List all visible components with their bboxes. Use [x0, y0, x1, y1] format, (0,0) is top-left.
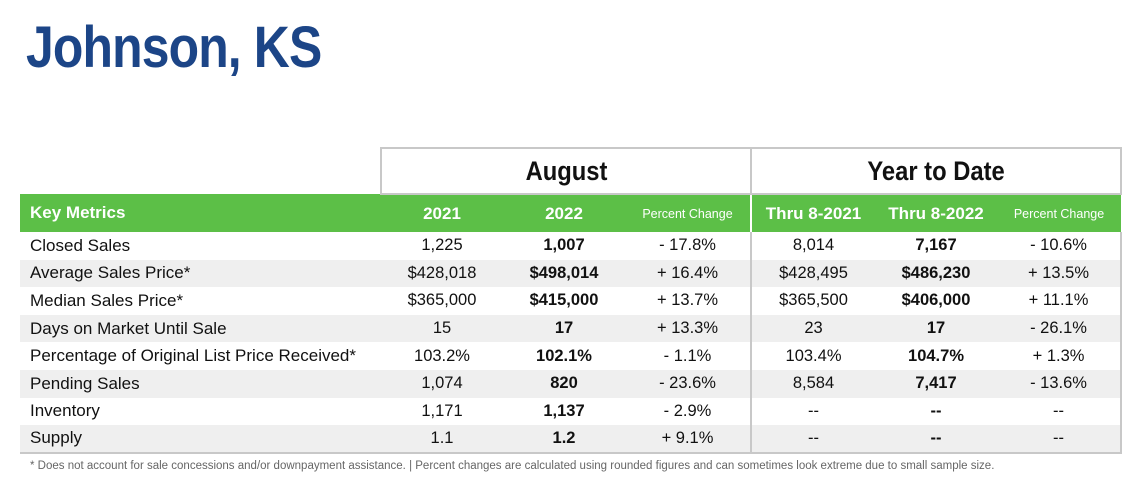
aug-pct-value: + 13.7%	[657, 291, 719, 310]
aug-curr-header: 2022	[545, 203, 583, 223]
ytd-group-label: Year to Date	[867, 155, 1005, 186]
ytd-prev-value: $365,500	[750, 287, 876, 315]
ytd-curr-header: Thru 8-2022	[888, 203, 984, 223]
aug-prev-value: 103.2%	[414, 346, 470, 365]
ytd-curr-value: --	[930, 401, 942, 420]
aug-pct-value: - 1.1%	[663, 346, 712, 365]
august-group-label: August	[525, 155, 607, 186]
table-row: Supply 1.1 1.2 + 9.1% -- -- --	[20, 425, 1123, 454]
metric-label: Days on Market Until Sale	[30, 318, 227, 338]
aug-curr-value: 1,137	[543, 401, 585, 420]
aug-prev-value: 1,171	[421, 401, 463, 420]
aug-pct-value: - 17.8%	[659, 236, 716, 255]
ytd-prev-value: 23	[750, 314, 876, 343]
ytd-pct-value: --	[997, 425, 1123, 454]
ytd-prev-value: --	[750, 397, 876, 426]
aug-pct-value: + 9.1%	[625, 425, 752, 454]
ytd-pct-value: - 13.6%	[997, 369, 1123, 398]
ytd-prev-header: Thru 8-2021	[750, 194, 876, 232]
table-row: Percentage of Original List Price Receiv…	[20, 342, 1123, 370]
ytd-curr-value: $486,230	[901, 263, 971, 282]
ytd-group-header: Year to Date	[751, 147, 1123, 195]
ytd-prev-value: --	[750, 425, 876, 454]
ytd-prev-value: 103.4%	[750, 342, 876, 370]
aug-curr-value: 1.2	[503, 425, 625, 454]
aug-prev-value: $428,018	[407, 263, 477, 282]
aug-prev-value: 1,225	[421, 236, 463, 255]
aug-curr-value: $498,014	[529, 263, 599, 282]
aug-curr-value: 820	[550, 374, 578, 393]
page-title: Johnson, KS	[26, 15, 322, 80]
table-row: Pending Sales 1,074 820 - 23.6% 8,584 7,417 - …	[20, 369, 1123, 398]
ytd-pct-value: - 10.6%	[997, 232, 1123, 260]
aug-pct-value: - 2.9%	[663, 401, 712, 420]
table-row: Median Sales Price* $365,000 $415,000 + 13.…	[20, 287, 1123, 315]
aug-prev-value: 15	[432, 319, 452, 338]
ytd-pct-header: Percent Change	[1013, 206, 1105, 221]
table-row: Closed Sales 1,225 1,007 - 17.8% 8,014 7,167 -…	[20, 232, 1123, 260]
ytd-pct-value: + 13.5%	[997, 259, 1123, 288]
aug-prev-value: 1,074	[421, 374, 463, 393]
aug-curr-value: $415,000	[529, 291, 599, 310]
ytd-prev-value: 8,584	[750, 369, 876, 398]
metric-label: Inventory	[30, 401, 100, 421]
ytd-curr-value: 7,167	[915, 236, 957, 255]
table-row: Average Sales Price* $428,018 $498,014 + 16…	[20, 259, 1123, 288]
ytd-pct-value: + 1.3%	[997, 342, 1123, 370]
metric-label: Average Sales Price*	[30, 263, 191, 283]
footnote: * Does not account for sale concessions …	[30, 460, 995, 472]
metric-label: Closed Sales	[30, 235, 131, 255]
ytd-curr-value: 17	[926, 319, 946, 338]
aug-prev-value: $365,000	[407, 291, 477, 310]
ytd-prev-value: $428,495	[750, 259, 876, 288]
ytd-prev-value: 8,014	[750, 232, 876, 260]
ytd-pct-value: + 11.1%	[997, 287, 1123, 315]
august-group-header: August	[379, 147, 753, 195]
aug-prev-header: 2021	[423, 203, 461, 223]
table-row: Inventory 1,171 1,137 - 2.9% -- -- --	[20, 397, 1123, 426]
aug-curr-value: 17	[554, 319, 574, 338]
column-header-row: Key Metrics 2021 2022 Percent Change Thr…	[20, 194, 1122, 232]
metric-label: Pending Sales	[30, 373, 140, 393]
aug-curr-value: 102.1%	[536, 346, 592, 365]
key-metrics-header: Key Metrics	[30, 203, 126, 222]
ytd-pct-value: - 26.1%	[997, 314, 1123, 343]
ytd-pct-value: --	[997, 397, 1123, 426]
table-row: Days on Market Until Sale 15 17 + 13.3% 23 17…	[20, 314, 1123, 343]
group-header-row: August Year to Date	[20, 147, 1123, 195]
aug-pct-value: + 16.4%	[657, 263, 719, 282]
aug-curr-value: 1,007	[543, 236, 585, 255]
aug-pct-value: + 13.3%	[657, 319, 719, 338]
ytd-curr-value: $406,000	[901, 291, 971, 310]
ytd-curr-value: 7,417	[915, 374, 957, 393]
metric-label: Percentage of Original List Price Receiv…	[30, 346, 356, 366]
metric-label: Median Sales Price*	[30, 290, 184, 310]
aug-prev-value: 1.1	[381, 425, 503, 454]
key-metrics-table: August Year to Date Key Metrics 2021 202…	[20, 147, 1123, 454]
aug-pct-header: Percent Change	[642, 206, 733, 221]
metric-label: Supply	[20, 425, 381, 454]
ytd-curr-value: --	[875, 425, 998, 454]
metric-rows: Closed Sales 1,225 1,007 - 17.8% 8,014 7,167 -…	[20, 232, 1123, 454]
group-header-spacer	[20, 148, 381, 194]
ytd-curr-value: 104.7%	[908, 346, 964, 365]
aug-pct-value: - 23.6%	[659, 374, 716, 393]
